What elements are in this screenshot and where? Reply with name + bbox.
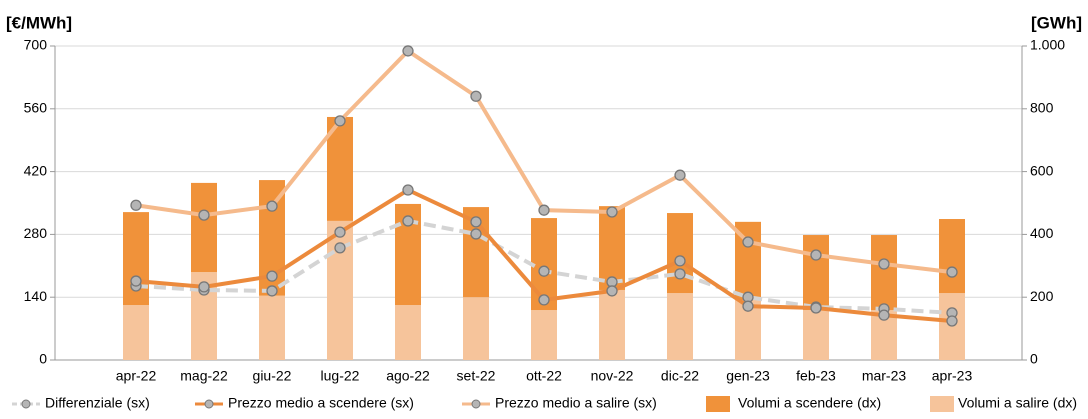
x-tick-label: dic-22 [661,368,699,384]
x-tick-label: feb-23 [796,368,836,384]
x-tick-label: set-22 [457,368,496,384]
bar [531,310,557,360]
marker [266,285,278,297]
bar [327,220,353,360]
legend-label: Prezzo medio a scendere (sx) [228,395,414,411]
marker [130,275,142,287]
bar [667,213,693,294]
bar [599,206,625,290]
x-tick-label: apr-22 [116,368,157,384]
x-tick-label: gen-23 [726,368,770,384]
bar [939,219,965,294]
x-tick-label: ott-22 [526,368,562,384]
marker [674,169,686,181]
marker [742,236,754,248]
legend-marker [471,399,481,409]
y2-tick-label: 600 [1030,162,1054,178]
marker [334,115,346,127]
y-tick-label: 420 [24,162,48,178]
marker [334,242,346,254]
marker [402,184,414,196]
y2-tick-label: 1.000 [1030,37,1065,53]
x-tick-label: mar-23 [862,368,907,384]
marker [946,315,958,327]
y2-tick-label: 0 [1030,351,1038,367]
y-tick-label: 560 [24,100,48,116]
marker [402,215,414,227]
bar [123,305,149,360]
x-tick-label: apr-23 [932,368,973,384]
x-tick-label: lug-22 [321,368,360,384]
marker [470,228,482,240]
marker [402,45,414,57]
legend-marker [204,399,214,409]
marker [334,226,346,238]
legend-label: Volumi a scendere (dx) [738,395,881,411]
bar [599,289,625,360]
marker [198,281,210,293]
marker [674,268,686,280]
y2-tick-label: 200 [1030,288,1054,304]
legend-swatch [706,396,730,412]
y2-tick-label: 400 [1030,225,1054,241]
bar [667,293,693,360]
x-tick-label: ago-22 [386,368,430,384]
bar [191,182,217,273]
marker [810,249,822,261]
x-tick-label: giu-22 [253,368,292,384]
y-tick-label: 280 [24,225,48,241]
bar [259,295,285,360]
legend-label: Differenziale (sx) [45,395,150,411]
y2-axis-label: [GWh] [1031,13,1082,32]
y2-tick-label: 800 [1030,100,1054,116]
marker [606,206,618,218]
marker [878,309,890,321]
y-axis-label: [€/MWh] [6,13,72,32]
bar [803,310,829,360]
marker [266,200,278,212]
y-tick-label: 0 [39,351,47,367]
marker [538,294,550,306]
marker [674,255,686,267]
marker [946,266,958,278]
marker [198,209,210,221]
marker [742,300,754,312]
marker [606,285,618,297]
marker [538,265,550,277]
bar [395,305,421,360]
bar [463,297,489,360]
marker [810,302,822,314]
bar [803,235,829,311]
marker [470,90,482,102]
marker [538,204,550,216]
marker [266,270,278,282]
x-tick-label: nov-22 [591,368,634,384]
legend-label: Volumi a salire (dx) [958,395,1077,411]
y-tick-label: 700 [24,37,48,53]
marker [878,258,890,270]
marker [130,199,142,211]
marker [470,216,482,228]
y-tick-label: 140 [24,288,48,304]
legend-marker [21,399,31,409]
bar [871,235,897,311]
legend-label: Prezzo medio a salire (sx) [495,395,657,411]
legend-swatch [930,396,954,412]
x-tick-label: mag-22 [180,368,228,384]
